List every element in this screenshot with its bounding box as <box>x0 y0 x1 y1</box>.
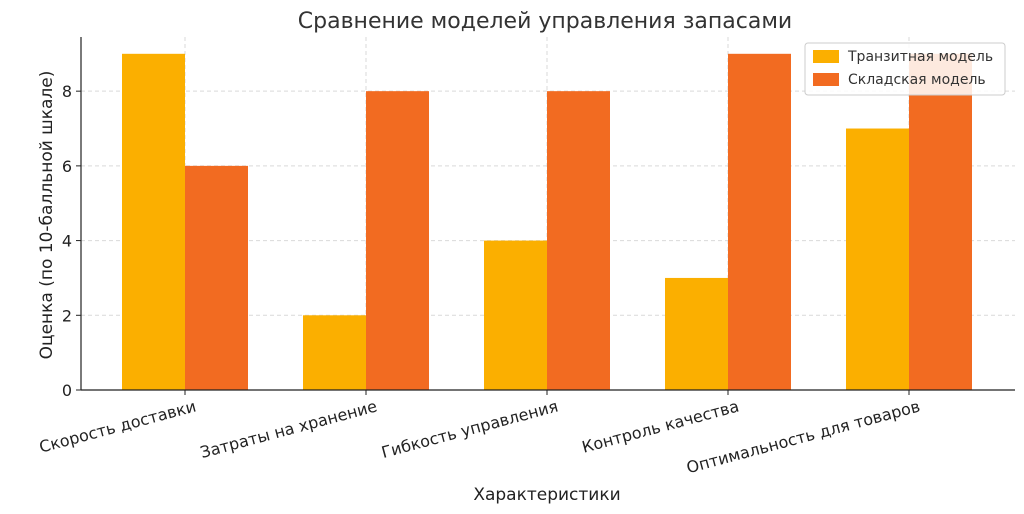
bar-transit <box>303 315 366 390</box>
chart-title: Сравнение моделей управления запасами <box>298 9 792 34</box>
bar-warehouse <box>909 53 972 391</box>
bar-warehouse <box>728 53 791 391</box>
y-tick-label: 2 <box>62 306 72 325</box>
bar-transit <box>122 53 185 391</box>
legend-label-warehouse: Складская модель <box>848 72 986 88</box>
legend-swatch-transit <box>813 50 839 63</box>
x-tick-label: Контроль качества <box>580 397 741 457</box>
legend-frame <box>804 42 1006 96</box>
bar-transit <box>846 128 909 390</box>
y-tick-label: 0 <box>62 381 72 400</box>
bar-warehouse <box>547 91 610 390</box>
y-tick-label: 8 <box>62 82 72 101</box>
bar-warehouse <box>366 91 429 390</box>
y-tick-label: 6 <box>62 157 72 176</box>
x-tick-label: Затраты на хранение <box>198 397 379 463</box>
x-tick-label: Гибкость управления <box>379 397 560 462</box>
y-tick-label: 4 <box>62 232 72 251</box>
bars <box>122 53 972 391</box>
x-tick-label: Скорость доставки <box>37 397 198 457</box>
x-axis-label: Характеристики <box>473 485 620 505</box>
legend-swatch-warehouse <box>813 73 839 86</box>
legend-label-transit: Транзитная модель <box>847 49 993 65</box>
bar-transit <box>484 240 547 390</box>
legend: Транзитная модель Складская модель <box>804 42 1006 96</box>
y-axis-label: Оценка (по 10-балльной шкале) <box>37 71 57 360</box>
bar-transit <box>665 277 728 390</box>
bar-warehouse <box>185 165 248 390</box>
